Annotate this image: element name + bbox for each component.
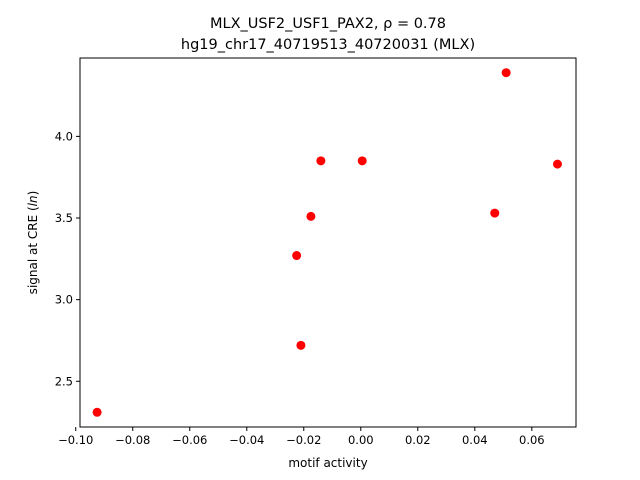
x-tick-label: −0.02 [286,433,321,447]
x-tick-label: 0.06 [519,433,545,447]
x-axis-ticks: −0.10 −0.08 −0.06 −0.04 −0.02 0.00 0.02 0.04 0.0… [58,427,545,447]
chart-title: MLX_USF2_USF1_PAX2, ρ = 0.78 [210,16,446,32]
data-point [292,251,302,261]
y-tick-label: 2.5 [55,374,73,388]
y-axis-ticks: 2.5 3.0 3.5 4.0 [55,129,80,388]
data-point [490,208,500,218]
y-axis-label: signal at CRE (ln) [26,191,40,295]
data-point [296,340,306,350]
x-tick-label: −0.10 [58,433,93,447]
data-point [552,159,562,169]
data-points [92,68,562,417]
x-axis-label: motif activity [288,456,367,470]
data-point [92,407,102,417]
data-point [501,68,511,78]
plot-area-frame [79,57,577,428]
data-point [306,211,316,221]
y-tick-label: 3.5 [55,211,73,225]
data-point [357,156,367,166]
x-tick-label: 0.04 [462,433,488,447]
y-tick-label: 3.0 [55,293,73,307]
x-tick-label: 0.02 [405,433,431,447]
data-point [316,156,326,166]
x-tick-label: −0.04 [229,433,264,447]
y-tick-label: 4.0 [55,129,73,143]
x-tick-label: −0.08 [115,433,150,447]
x-tick-label: −0.06 [172,433,207,447]
y-axis-label-italic: ln [26,195,40,206]
y-axis-label-suffix: ) [26,191,40,196]
chart-subtitle: hg19_chr17_40719513_40720031 (MLX) [181,37,475,53]
x-tick-label: 0.00 [348,433,374,447]
y-axis-label-prefix: signal at CRE ( [26,206,40,294]
